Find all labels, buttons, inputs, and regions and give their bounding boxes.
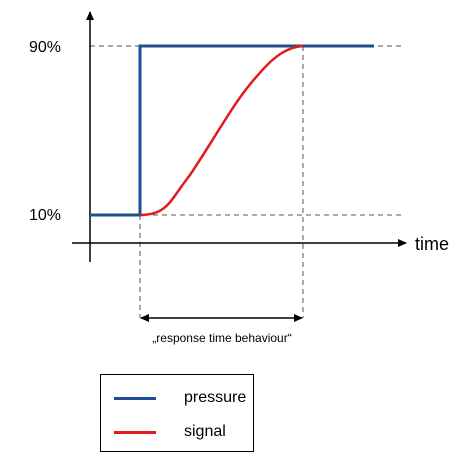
interval-label: „response time behaviour“ — [152, 331, 291, 345]
legend-label-pressure: pressure — [184, 389, 247, 406]
legend-item-pressure: pressure — [101, 387, 246, 409]
y-label-90: 90% — [29, 39, 61, 56]
signal-swatch — [114, 430, 156, 434]
pressure-curve — [90, 44, 374, 217]
legend: pressure signal — [100, 374, 254, 452]
pressure-swatch — [114, 396, 156, 400]
response-time-diagram: 90% 10% time „response time behaviour“ — [29, 11, 449, 345]
legend-label-signal: signal — [184, 423, 226, 440]
x-axis-label: time — [415, 234, 449, 254]
y-label-10: 10% — [29, 207, 61, 224]
signal-curve — [139, 44, 304, 217]
legend-item-signal: signal — [101, 421, 226, 443]
